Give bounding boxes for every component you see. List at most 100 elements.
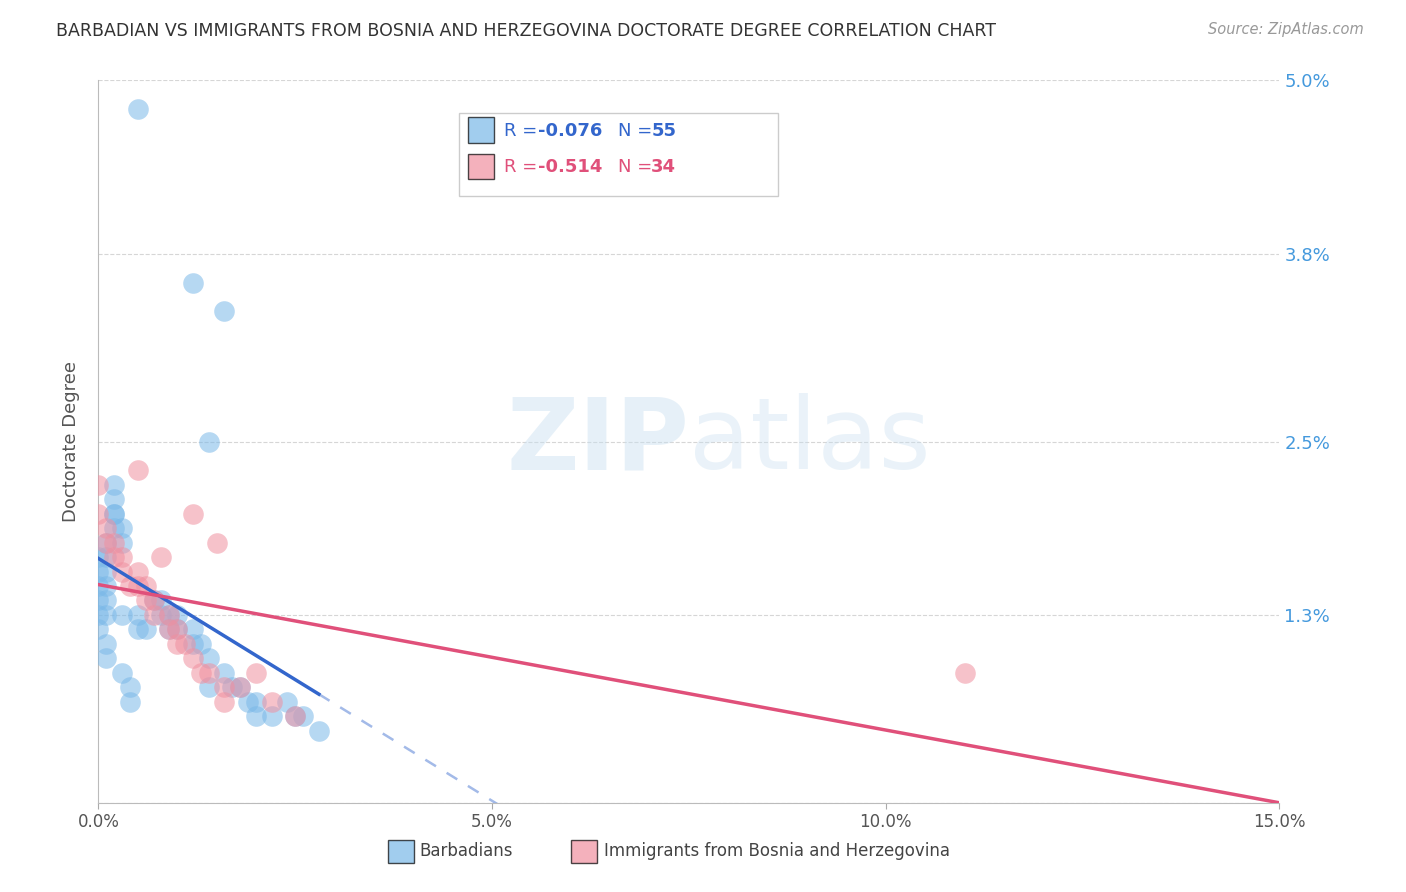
Point: [111, 535, 134, 549]
Point: [229, 680, 252, 694]
Point: [118, 579, 141, 593]
Text: atlas: atlas: [689, 393, 931, 490]
Point: [96, 579, 118, 593]
Point: [87, 565, 110, 579]
Text: ZIP: ZIP: [506, 393, 689, 490]
Text: -0.514: -0.514: [537, 158, 602, 176]
Point: [276, 695, 298, 709]
Point: [135, 623, 157, 637]
Point: [174, 637, 197, 651]
Point: [96, 637, 118, 651]
Point: [221, 680, 243, 694]
Point: [157, 623, 180, 637]
Point: [96, 651, 118, 665]
Point: [166, 637, 188, 651]
Point: [142, 593, 165, 607]
Point: [118, 680, 141, 694]
Point: [181, 507, 204, 521]
Text: 34: 34: [651, 158, 676, 176]
Point: [111, 607, 134, 622]
Point: [127, 463, 149, 477]
Point: [96, 565, 118, 579]
Point: [197, 680, 219, 694]
Point: [166, 623, 188, 637]
Point: [111, 521, 134, 535]
Point: [135, 593, 157, 607]
Point: [181, 651, 204, 665]
FancyBboxPatch shape: [571, 839, 596, 863]
Point: [197, 665, 219, 680]
Point: [190, 665, 212, 680]
Point: [181, 276, 204, 290]
Point: [103, 521, 125, 535]
Point: [87, 507, 110, 521]
Point: [157, 607, 180, 622]
Point: [87, 607, 110, 622]
Point: [260, 695, 283, 709]
Point: [103, 507, 125, 521]
Point: [103, 535, 125, 549]
Point: [87, 579, 110, 593]
Text: Barbadians: Barbadians: [419, 842, 513, 860]
Point: [87, 478, 110, 492]
Point: [197, 651, 219, 665]
Point: [135, 579, 157, 593]
Point: [103, 550, 125, 565]
Point: [181, 623, 204, 637]
Point: [127, 623, 149, 637]
Point: [284, 709, 307, 723]
Point: [127, 579, 149, 593]
Point: [118, 695, 141, 709]
Point: [150, 593, 173, 607]
Point: [127, 565, 149, 579]
Point: [96, 607, 118, 622]
Point: [96, 535, 118, 549]
Text: -0.076: -0.076: [537, 122, 602, 140]
Y-axis label: Doctorate Degree: Doctorate Degree: [62, 361, 80, 522]
Point: [127, 607, 149, 622]
Point: [157, 623, 180, 637]
Point: [292, 709, 315, 723]
Point: [308, 723, 330, 738]
Point: [87, 593, 110, 607]
Text: N =: N =: [619, 122, 658, 140]
Point: [87, 623, 110, 637]
Point: [166, 607, 188, 622]
FancyBboxPatch shape: [388, 839, 413, 863]
FancyBboxPatch shape: [468, 153, 494, 179]
Point: [142, 593, 165, 607]
Point: [111, 550, 134, 565]
Point: [284, 709, 307, 723]
Point: [214, 680, 236, 694]
Point: [214, 665, 236, 680]
Point: [142, 607, 165, 622]
Point: [197, 434, 219, 449]
Point: [236, 695, 259, 709]
Text: R =: R =: [503, 122, 543, 140]
Point: [111, 565, 134, 579]
Point: [260, 709, 283, 723]
Point: [181, 637, 204, 651]
Point: [214, 304, 236, 318]
Point: [150, 550, 173, 565]
Text: BARBADIAN VS IMMIGRANTS FROM BOSNIA AND HERZEGOVINA DOCTORATE DEGREE CORRELATION: BARBADIAN VS IMMIGRANTS FROM BOSNIA AND …: [56, 22, 997, 40]
Point: [127, 102, 149, 116]
Point: [205, 535, 228, 549]
Point: [87, 550, 110, 565]
Point: [103, 507, 125, 521]
Point: [190, 637, 212, 651]
Point: [96, 550, 118, 565]
Point: [245, 665, 267, 680]
Text: Source: ZipAtlas.com: Source: ZipAtlas.com: [1208, 22, 1364, 37]
Point: [245, 695, 267, 709]
FancyBboxPatch shape: [458, 112, 778, 196]
Text: Immigrants from Bosnia and Herzegovina: Immigrants from Bosnia and Herzegovina: [605, 842, 950, 860]
Point: [103, 492, 125, 507]
Text: N =: N =: [619, 158, 658, 176]
Point: [245, 709, 267, 723]
Text: 55: 55: [651, 122, 676, 140]
Point: [214, 695, 236, 709]
Point: [96, 535, 118, 549]
Point: [166, 623, 188, 637]
Text: R =: R =: [503, 158, 543, 176]
